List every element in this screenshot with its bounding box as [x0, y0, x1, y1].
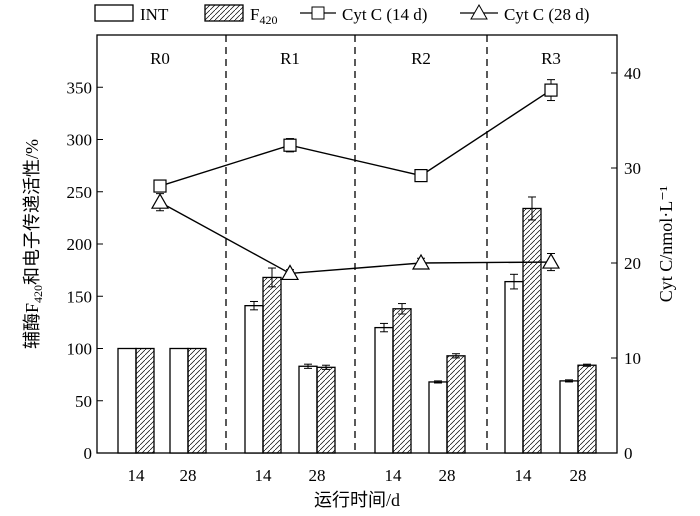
y-left-tick-label: 0: [84, 444, 93, 463]
bar-f420: [392, 308, 412, 454]
point-square: [544, 83, 558, 97]
bar-f420: [316, 366, 336, 454]
y-left-tick-label: 250: [67, 183, 93, 202]
bar-f420: [577, 364, 597, 454]
x-tick-label: 14: [128, 466, 146, 485]
y-left-tick-label: 300: [67, 131, 93, 150]
legend-cyt14-marker: [311, 6, 325, 20]
point-square: [414, 169, 428, 183]
point-triangle: [150, 192, 170, 209]
bar-int: [504, 280, 524, 454]
bar-f420: [446, 355, 466, 454]
bar-f420: [135, 347, 155, 454]
legend-int-label: INT: [140, 5, 169, 24]
bar-int: [559, 380, 579, 454]
x-tick-label: 28: [570, 466, 587, 485]
bar-int: [117, 347, 137, 454]
y-left-tick-label: 200: [67, 235, 93, 254]
legend-f420-label: F420: [250, 5, 277, 27]
bar-int: [169, 347, 189, 454]
x-tick-label: 14: [385, 466, 403, 485]
x-axis-label: 运行时间/d: [314, 490, 400, 510]
point-triangle: [541, 252, 561, 269]
y-right-tick-label: 30: [624, 159, 641, 178]
group-label-r1: R1: [280, 49, 300, 68]
legend-int-swatch: [94, 4, 134, 22]
bar-int: [374, 326, 394, 454]
group-label-r2: R2: [411, 49, 431, 68]
x-tick-label: 14: [255, 466, 273, 485]
y-right-tick-label: 20: [624, 254, 641, 273]
line-triangle: [159, 201, 552, 275]
point-triangle: [411, 253, 431, 270]
point-square: [283, 138, 297, 152]
group-label-r3: R3: [541, 49, 561, 68]
x-tick-label: 28: [439, 466, 456, 485]
x-tick-label: 14: [515, 466, 533, 485]
y-right-axis-label: Cyt C/nmol·L⁻¹: [656, 186, 676, 302]
group-label-r0: R0: [150, 49, 170, 68]
x-tick-label: 28: [309, 466, 326, 485]
bar-f420: [522, 207, 542, 454]
bar-int: [244, 305, 264, 454]
line-square: [159, 89, 552, 187]
legend-cyt28-marker: [470, 3, 488, 20]
y-left-tick-label: 50: [75, 392, 92, 411]
legend-f420-swatch: [204, 4, 244, 22]
y-right-tick-label: 0: [624, 444, 633, 463]
y-left-tick-label: 150: [67, 287, 93, 306]
x-tick-label: 28: [180, 466, 197, 485]
y-right-tick-label: 10: [624, 349, 641, 368]
point-square: [153, 179, 167, 193]
bar-int: [298, 365, 318, 454]
legend-cyt14-label: Cyt C (14 d): [342, 5, 427, 24]
y-left-axis-label: 辅酶F420和电子传递活性/%: [22, 139, 45, 349]
y-left-tick-label: 350: [67, 78, 93, 97]
bar-f420: [262, 276, 282, 454]
bar-f420: [187, 347, 207, 454]
y-left-tick-label: 100: [67, 340, 93, 359]
point-triangle: [280, 264, 300, 281]
y-right-tick-label: 40: [624, 64, 641, 83]
legend-cyt28-label: Cyt C (28 d): [504, 5, 589, 24]
bar-int: [428, 381, 448, 454]
